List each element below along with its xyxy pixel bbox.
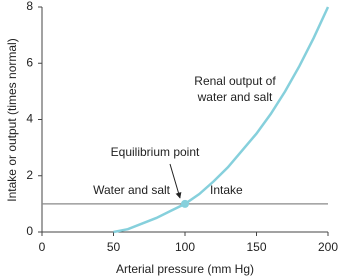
y-tick-label: 0	[26, 224, 33, 238]
arrow	[169, 163, 182, 199]
x-tick-label: 200	[318, 240, 338, 254]
annotation: Water and salt	[93, 183, 171, 197]
series-label: water and salt	[197, 90, 273, 104]
series-label: Renal output of	[194, 74, 276, 88]
y-axis-label: Intake or output (times normal)	[5, 38, 19, 201]
point-label: Equilibrium point	[111, 145, 200, 159]
x-tick-label: 150	[246, 240, 266, 254]
x-tick-label: 50	[107, 240, 121, 254]
x-tick-label: 100	[175, 240, 195, 254]
x-tick-label: 0	[39, 240, 46, 254]
y-tick-label: 8	[26, 0, 33, 13]
y-tick-label: 4	[26, 112, 33, 126]
series-label: Intake	[210, 183, 243, 197]
x-axis-label: Arterial pressure (mm Hg)	[116, 262, 254, 276]
y-tick-label: 6	[26, 55, 33, 69]
series-line	[113, 6, 330, 234]
y-tick-label: 2	[26, 168, 33, 182]
equilibrium-point	[181, 199, 189, 208]
